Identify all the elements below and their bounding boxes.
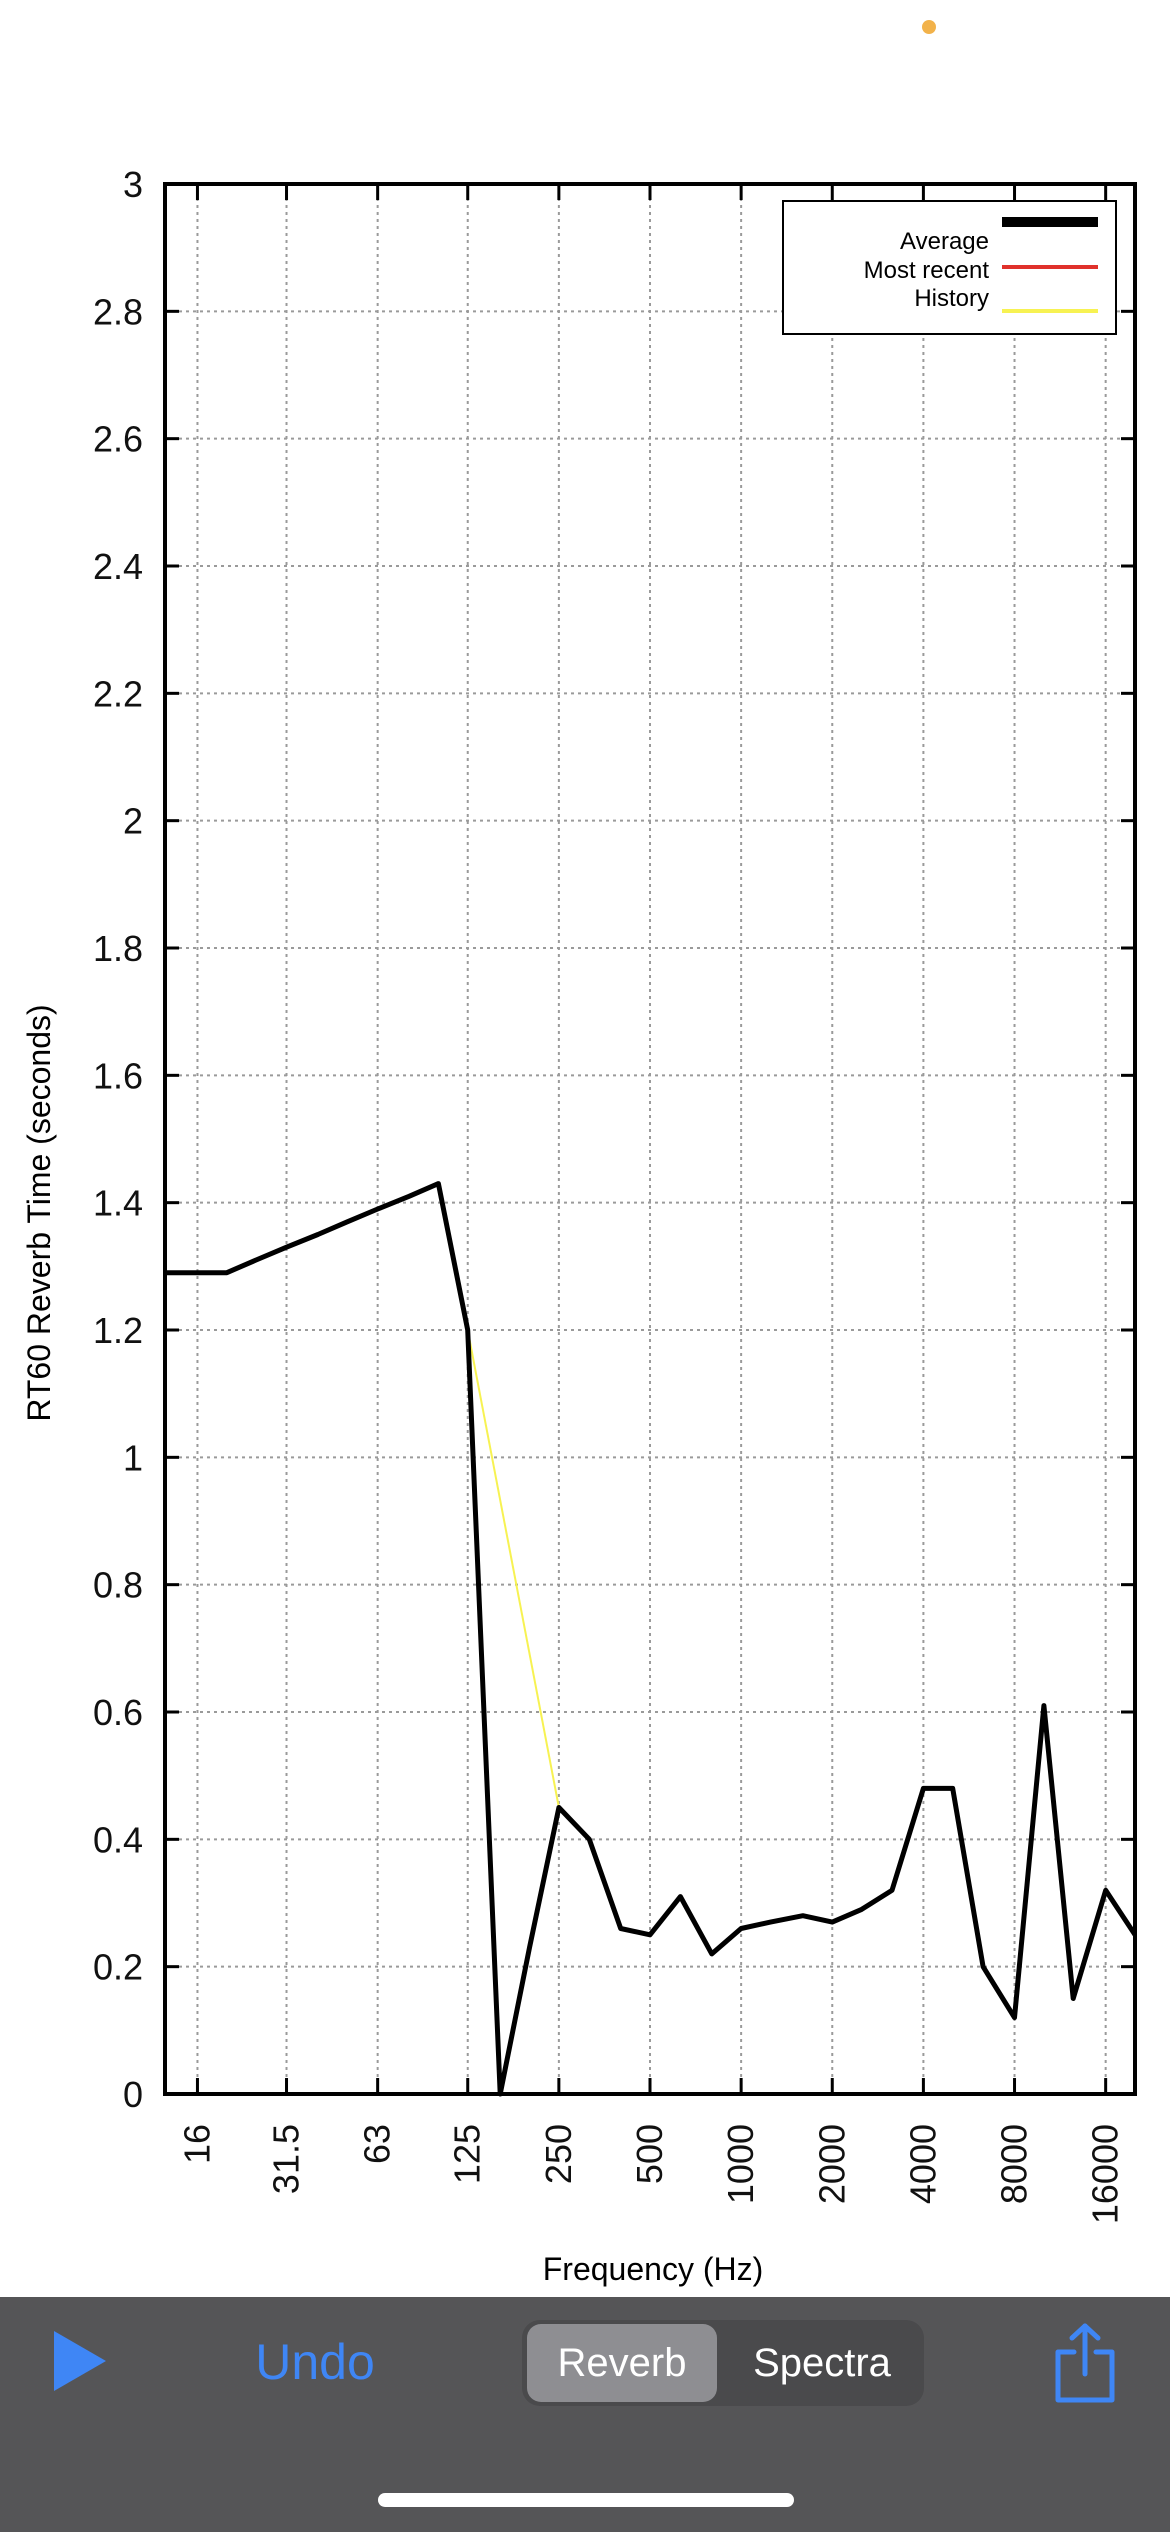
grid-lines	[165, 184, 1135, 2094]
series-line-average	[165, 1181, 1138, 2097]
y-tick-label: 1.6	[93, 1055, 143, 1096]
y-tick-label: 2.4	[93, 546, 143, 587]
y-tick-label: 1.2	[93, 1310, 143, 1351]
x-tick-label: 2000	[811, 2124, 852, 2204]
chart-legend: Average Most recent History	[782, 200, 1117, 335]
x-tick-label: 16	[176, 2124, 217, 2164]
y-tick-label: 3	[123, 164, 143, 205]
x-tick-label: 500	[629, 2124, 670, 2184]
play-icon	[54, 2331, 106, 2391]
x-tick-label: 16000	[1085, 2124, 1126, 2224]
x-tick-labels: 16 31.5 63 125 250 500 1000 2000 4000 8000 16000	[176, 2124, 1125, 2224]
segment-spectra[interactable]: Spectra	[753, 2341, 891, 2385]
legend-label-average: Average	[900, 228, 989, 255]
x-tick-label: 1000	[720, 2124, 761, 2204]
y-axis-label: RT60 Reverb Time (seconds)	[21, 1004, 57, 1421]
undo-button[interactable]: Undo	[255, 2334, 375, 2390]
y-tick-label: 2.2	[93, 673, 143, 714]
y-tick-label: 1	[123, 1437, 143, 1478]
y-tick-label: 0.4	[93, 1819, 143, 1860]
x-tick-label: 125	[447, 2124, 488, 2184]
series-line-history	[466, 1329, 560, 1808]
segment-reverb[interactable]: Reverb	[527, 2324, 717, 2402]
y-tick-label: 2	[123, 801, 143, 842]
share-button[interactable]	[1052, 2322, 1118, 2404]
legend-label-history: History	[914, 285, 989, 312]
y-tick-label: 2.8	[93, 291, 143, 332]
axis-ticks	[165, 182, 1135, 2096]
rt60-chart: 0 0.2 0.4 0.6 0.8 1 1.2 1.4 1.6 1.8 2 2.2 2.4 2.6 2.8 3…	[21, 164, 1138, 2287]
legend-label-most-recent: Most recent	[864, 257, 990, 284]
y-tick-label: 0	[123, 2074, 143, 2115]
y-tick-label: 0.8	[93, 1565, 143, 1606]
x-tick-label: 31.5	[266, 2124, 307, 2194]
x-tick-label: 63	[357, 2124, 398, 2164]
status-indicator-dot	[922, 20, 936, 34]
y-tick-label: 1.8	[93, 928, 143, 969]
x-tick-label: 250	[538, 2124, 579, 2184]
home-indicator	[378, 2493, 794, 2507]
view-segmented-control: Reverb Spectra	[522, 2320, 924, 2406]
y-tick-label: 2.6	[93, 419, 143, 460]
x-axis-label: Frequency (Hz)	[543, 2251, 764, 2287]
y-tick-label: 0.6	[93, 1692, 143, 1733]
share-icon	[1055, 2323, 1115, 2403]
play-button[interactable]	[52, 2329, 108, 2393]
x-tick-label: 4000	[902, 2124, 943, 2204]
y-tick-labels: 0 0.2 0.4 0.6 0.8 1 1.2 1.4 1.6 1.8 2 2.2 2.4 2.6 2.8 3	[93, 164, 143, 2115]
bottom-toolbar: Undo Reverb Spectra	[0, 2297, 1170, 2532]
series-lines	[165, 1181, 1138, 2097]
y-tick-label: 0.2	[93, 1947, 143, 1988]
y-tick-label: 1.4	[93, 1183, 143, 1224]
x-tick-label: 8000	[994, 2124, 1035, 2204]
